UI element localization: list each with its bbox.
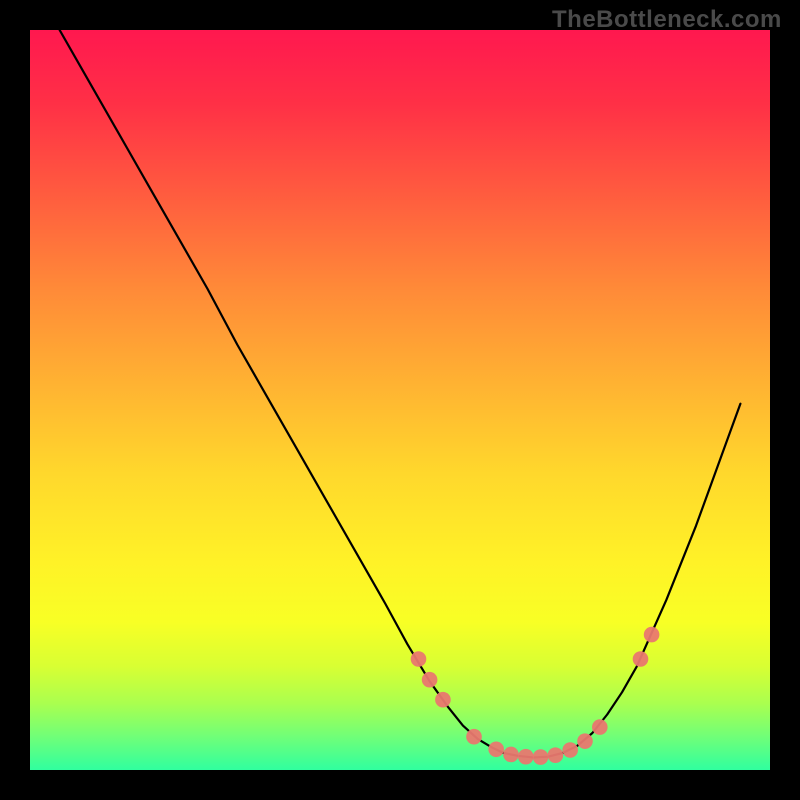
data-marker bbox=[577, 733, 593, 749]
data-marker bbox=[422, 672, 438, 688]
data-marker bbox=[503, 747, 519, 763]
data-marker bbox=[488, 741, 504, 757]
data-marker bbox=[633, 651, 649, 667]
data-marker bbox=[592, 719, 608, 735]
chart-svg bbox=[30, 30, 770, 770]
data-marker bbox=[533, 749, 549, 765]
watermark-text: TheBottleneck.com bbox=[552, 6, 782, 34]
data-marker bbox=[644, 627, 660, 643]
data-marker bbox=[466, 729, 482, 745]
gradient-background bbox=[30, 30, 770, 770]
data-marker bbox=[411, 651, 427, 667]
chart-plot-area bbox=[30, 30, 770, 770]
data-marker bbox=[562, 742, 578, 758]
data-marker bbox=[548, 747, 564, 763]
data-marker bbox=[435, 692, 451, 708]
data-marker bbox=[518, 749, 534, 765]
